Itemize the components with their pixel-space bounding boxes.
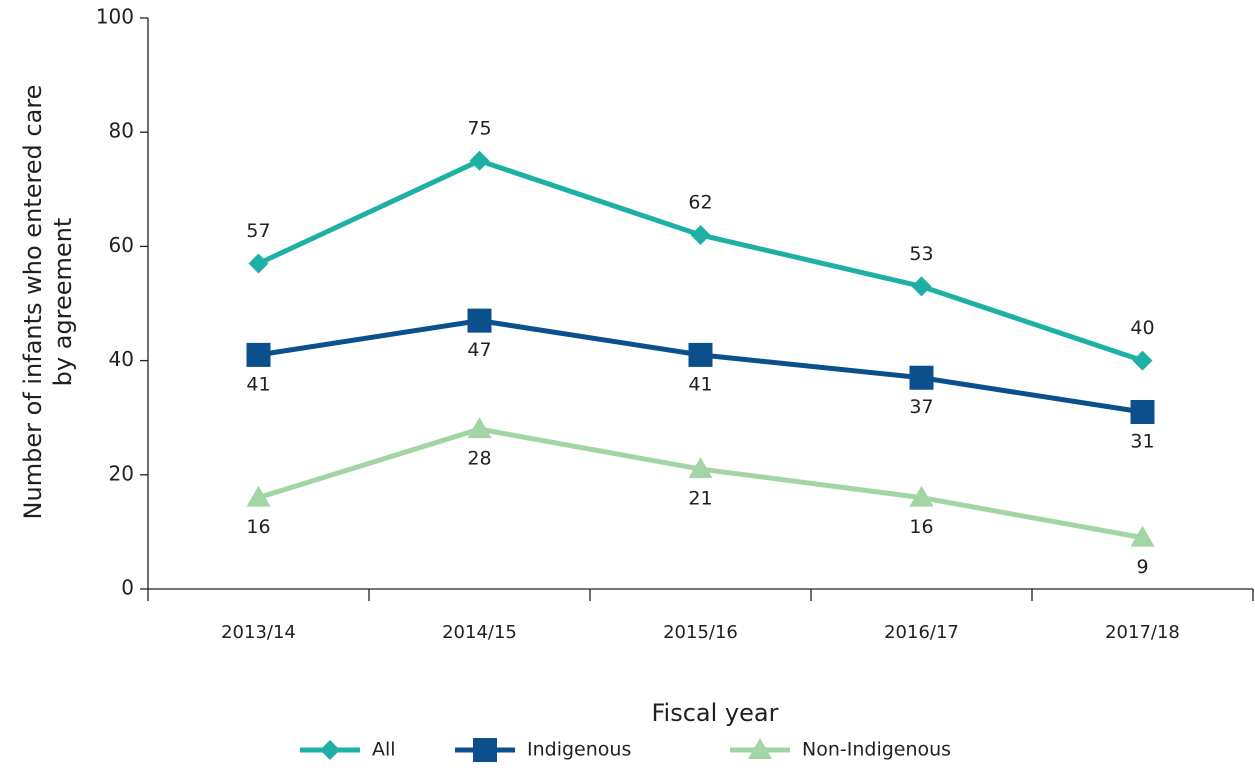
marker (1132, 350, 1153, 371)
y-tick-label: 100 (96, 5, 134, 29)
marker (246, 485, 271, 507)
marker (688, 342, 713, 367)
y-axis-title: Number of infants who entered care by ag… (19, 85, 77, 520)
x-tick-label: 2016/17 (884, 622, 959, 643)
marker (688, 457, 713, 479)
series-line (257, 426, 1143, 541)
y-tick-label: 0 (121, 576, 134, 600)
data-label: 57 (246, 220, 270, 242)
data-label: 16 (246, 516, 270, 538)
x-tick-label: 2015/16 (663, 622, 738, 643)
legend-label: Non-Indigenous (802, 739, 951, 761)
y-tick-label: 60 (109, 233, 134, 257)
legend-label: All (372, 739, 396, 761)
x-tick-label: 2017/18 (1105, 622, 1180, 643)
marker (467, 308, 492, 333)
marker (1130, 399, 1155, 424)
data-label: 9 (1136, 556, 1148, 578)
data-label: 62 (688, 191, 712, 213)
marker (473, 738, 497, 762)
marker (320, 740, 340, 760)
marker (911, 276, 932, 297)
data-label: 47 (467, 339, 491, 361)
data-label: 41 (246, 373, 270, 395)
y-tick-label: 80 (109, 119, 134, 143)
x-tick-label: 2014/15 (442, 622, 517, 643)
marker (748, 738, 772, 759)
marker (246, 342, 271, 367)
marker (467, 417, 492, 439)
marker (690, 224, 711, 245)
data-label: 31 (1130, 430, 1154, 452)
data-label: 40 (1130, 317, 1154, 339)
data-label: 28 (467, 448, 491, 470)
y-tick-label: 40 (109, 347, 134, 371)
marker (469, 150, 490, 171)
legend-item: All (300, 739, 396, 761)
marker (909, 485, 934, 507)
marker (248, 253, 269, 274)
data-label: 75 (467, 117, 491, 139)
data-label: 53 (909, 243, 933, 265)
marker (909, 365, 934, 390)
y-axis-title-line: by agreement (49, 218, 77, 387)
x-axis-title: Fiscal year (652, 699, 779, 727)
data-label: 41 (688, 373, 712, 395)
marker (1130, 525, 1155, 547)
y-tick-label: 20 (109, 461, 134, 485)
y-axis-title-line: Number of infants who entered care (19, 85, 47, 520)
data-label: 16 (909, 516, 933, 538)
data-label: 21 (688, 488, 712, 510)
x-tick-label: 2013/14 (221, 622, 296, 643)
legend-label: Indigenous (527, 739, 631, 761)
data-label: 37 (909, 396, 933, 418)
